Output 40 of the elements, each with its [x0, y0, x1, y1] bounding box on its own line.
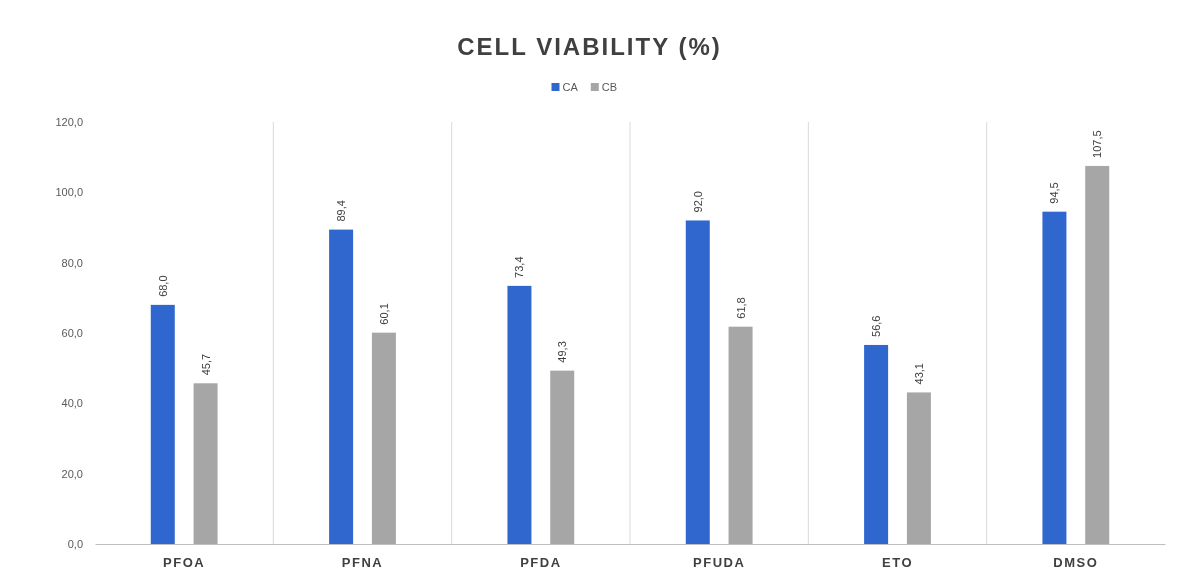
data-label: 61,8 — [734, 297, 747, 319]
data-label: 73,4 — [513, 256, 526, 278]
bar — [864, 344, 889, 544]
data-label: 92,0 — [691, 191, 704, 213]
x-tick-label: DMSO — [1053, 555, 1099, 571]
y-tick-label: 120,0 — [55, 116, 83, 129]
bar — [150, 304, 175, 544]
legend-label: CA — [562, 81, 579, 93]
y-tick-label: 0,0 — [67, 538, 83, 551]
y-tick-label: 20,0 — [61, 467, 83, 480]
x-tick-label: ETO — [882, 555, 913, 571]
data-label: 68,0 — [156, 275, 169, 297]
x-tick-label: PFDA — [520, 555, 562, 571]
bar — [685, 220, 710, 544]
data-label: 43,1 — [912, 363, 925, 385]
data-label: 56,6 — [870, 315, 883, 337]
data-label: 45,7 — [199, 353, 212, 376]
x-tick-label: PFUDA — [693, 555, 746, 571]
y-tick-label: 80,0 — [61, 256, 83, 269]
data-label: 107,5 — [1091, 130, 1104, 158]
legend-label: CB — [601, 81, 618, 93]
bar — [906, 392, 931, 544]
bar — [1085, 165, 1110, 544]
y-tick-label: 40,0 — [61, 397, 83, 410]
bar — [507, 285, 532, 544]
bar — [728, 326, 753, 544]
data-label: 49,3 — [556, 341, 569, 363]
x-tick-label: PFOA — [163, 555, 206, 571]
bar — [329, 229, 354, 544]
bar — [371, 332, 396, 544]
data-label: 60,1 — [377, 303, 390, 325]
y-tick-label: 100,0 — [55, 186, 83, 199]
bar — [550, 370, 575, 544]
bar — [1042, 211, 1067, 544]
bar — [193, 383, 218, 544]
data-label: 94,5 — [1048, 182, 1061, 204]
x-tick-label: PFNA — [341, 555, 384, 571]
data-label: 89,4 — [335, 200, 348, 222]
chart-title: CELL VIABILITY (%) — [457, 33, 722, 60]
y-tick-label: 60,0 — [61, 327, 83, 340]
